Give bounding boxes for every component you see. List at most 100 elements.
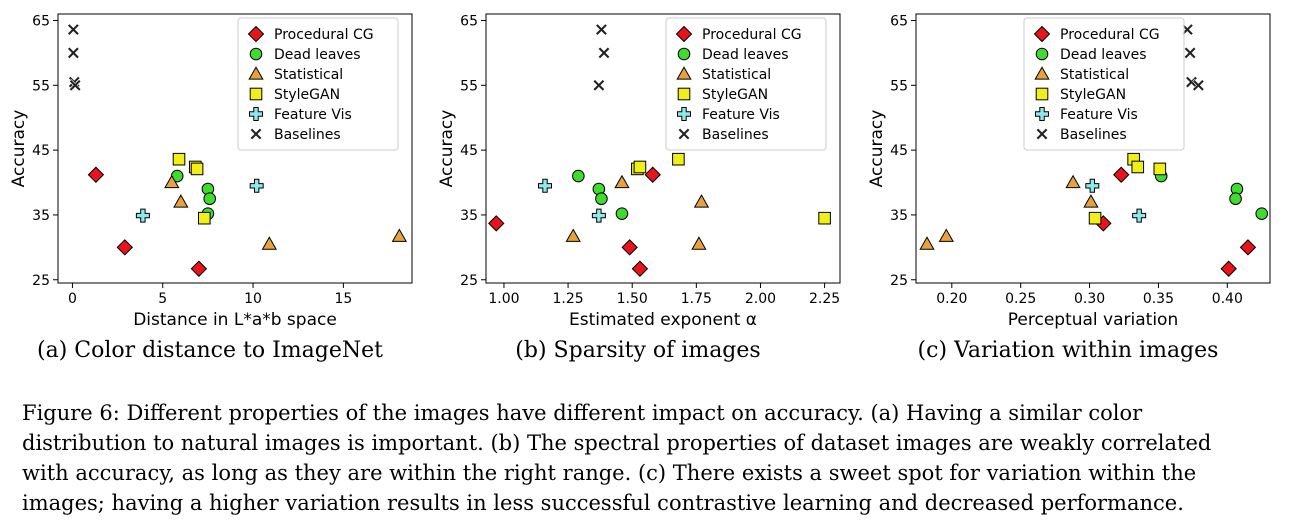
data-point-procedural xyxy=(190,260,208,277)
data-point-procedural xyxy=(631,260,649,277)
subcaption-c: (c) Variation within images xyxy=(917,338,1219,363)
legend-label: Feature Vis xyxy=(702,107,780,123)
data-point-procedural xyxy=(116,239,134,256)
x-tick-label: 1.25 xyxy=(553,291,584,307)
x-tick-label: 0.25 xyxy=(1005,291,1036,307)
y-tick-label: 65 xyxy=(32,13,50,29)
data-point-statistical xyxy=(693,194,710,208)
data-point-procedural xyxy=(1220,260,1237,277)
figure-caption: Figure 6: Different properties of the im… xyxy=(22,398,1272,518)
y-axis-label: Accuracy xyxy=(867,110,887,188)
y-tick-label: 25 xyxy=(32,273,50,289)
y-tick-label: 55 xyxy=(460,78,478,94)
data-point-featurevis xyxy=(538,178,552,193)
chart-panel-b: 1.00 1.25 1.50 1.75 2.00 2.25 25 35 45 55 65 Estima… xyxy=(428,0,848,330)
legend-marker-procedural xyxy=(247,25,265,43)
data-points xyxy=(919,23,1269,277)
y-tick-label: 65 xyxy=(890,13,908,29)
data-point-featurevis xyxy=(249,178,264,193)
x-axis-label: Perceptual variation xyxy=(1008,310,1178,330)
y-tick-label: 35 xyxy=(460,208,478,224)
data-point-statistical xyxy=(1083,194,1099,208)
legend-marker-statistical xyxy=(248,66,264,80)
caption-line: Figure 6: Different properties of the im… xyxy=(22,401,1143,425)
data-points xyxy=(488,23,831,277)
data-point-baselines xyxy=(597,46,611,60)
subcaption-a: (a) Color distance to ImageNet xyxy=(37,338,383,363)
legend-label: Baselines xyxy=(274,127,341,143)
legend-marker-stylegan xyxy=(1035,87,1049,101)
data-point-procedural xyxy=(87,166,105,183)
x-tick-label: 15 xyxy=(334,291,352,307)
data-point-statistical xyxy=(1065,174,1081,189)
data-point-baselines xyxy=(1192,79,1205,92)
data-point-deadleaves xyxy=(1229,192,1242,206)
data-point-deadleaves xyxy=(595,192,608,206)
plot-frame xyxy=(57,13,413,284)
legend-label: Baselines xyxy=(1060,127,1127,143)
scatter-plot-c: 0.20 0.25 0.30 0.35 0.40 25 35 45 55 65 Perceptual… xyxy=(867,13,1271,330)
legend-marker-deadleaves xyxy=(677,47,691,61)
data-point-statistical xyxy=(691,236,707,250)
data-point-deadleaves xyxy=(1255,207,1269,220)
legend-label: Baselines xyxy=(702,127,769,143)
x-tick-label: 0 xyxy=(68,291,77,307)
data-point-procedural xyxy=(1239,239,1257,256)
data-point-statistical xyxy=(919,236,935,250)
data-point-statistical xyxy=(164,174,180,189)
scatter-plot-a: 0 5 10 15 25 35 45 55 65 Distance in L*a*b space A… xyxy=(9,13,413,330)
legend-label: StyleGAN xyxy=(702,87,768,103)
y-tick-label: 35 xyxy=(890,208,908,224)
data-point-featurevis xyxy=(591,208,606,223)
legend-label: Dead leaves xyxy=(1060,47,1147,63)
data-point-featurevis xyxy=(1132,208,1147,223)
chart-panel-c: 0.20 0.25 0.30 0.35 0.40 25 35 45 55 65 Perceptual… xyxy=(858,0,1278,330)
data-point-featurevis xyxy=(1085,178,1100,193)
caption-line: with accuracy, as long as they are withi… xyxy=(22,461,1197,485)
legend-marker-featurevis xyxy=(249,107,263,121)
x-tick-label: 1.75 xyxy=(681,291,712,307)
x-tick-label: 1.50 xyxy=(617,291,648,307)
legend-marker-procedural xyxy=(675,25,693,43)
data-point-procedural xyxy=(1113,166,1130,183)
legend: Procedural CG Dead leaves Statistical Style… xyxy=(237,17,399,151)
legend-marker-stylegan xyxy=(677,87,691,101)
x-tick-label: 2.00 xyxy=(745,291,776,307)
data-point-baselines xyxy=(68,79,82,92)
legend-box xyxy=(665,17,827,151)
data-point-statistical xyxy=(614,174,630,189)
x-tick-label: 10 xyxy=(244,291,262,307)
x-tick-label: 0.30 xyxy=(1074,291,1105,307)
legend-marker-statistical xyxy=(1034,66,1050,80)
y-tick-label: 55 xyxy=(32,78,50,94)
y-tick-label: 25 xyxy=(890,273,908,289)
legend-marker-baselines xyxy=(249,127,263,141)
legend-marker-deadleaves xyxy=(1035,47,1049,61)
legend-label: Feature Vis xyxy=(1060,107,1138,123)
data-point-statistical xyxy=(173,194,189,208)
data-point-procedural xyxy=(488,215,505,232)
y-tick-label: 35 xyxy=(32,208,50,224)
data-point-featurevis xyxy=(135,208,150,223)
legend-marker-featurevis xyxy=(677,107,691,121)
legend-marker-featurevis xyxy=(1035,107,1049,121)
legend-marker-statistical xyxy=(676,66,692,80)
data-points xyxy=(67,23,408,277)
data-point-procedural xyxy=(644,166,661,183)
data-point-stylegan xyxy=(1131,160,1145,174)
x-tick-label: 0.35 xyxy=(1143,291,1174,307)
legend-label: Procedural CG xyxy=(1060,27,1160,43)
legend-label: StyleGAN xyxy=(274,87,340,103)
y-tick-label: 45 xyxy=(890,143,908,159)
legend: Procedural CG Dead leaves Statistical Style… xyxy=(1023,17,1185,151)
data-point-stylegan xyxy=(1153,162,1167,176)
data-point-deadleaves xyxy=(572,169,585,183)
data-point-statistical xyxy=(261,236,277,250)
y-tick-label: 45 xyxy=(460,143,478,159)
y-axis-label: Accuracy xyxy=(437,110,457,188)
x-axis-label: Distance in L*a*b space xyxy=(133,310,337,330)
data-point-stylegan xyxy=(1088,211,1102,225)
data-point-baselines xyxy=(1183,46,1197,60)
legend-marker-stylegan xyxy=(249,87,263,101)
data-point-stylegan xyxy=(172,152,186,166)
